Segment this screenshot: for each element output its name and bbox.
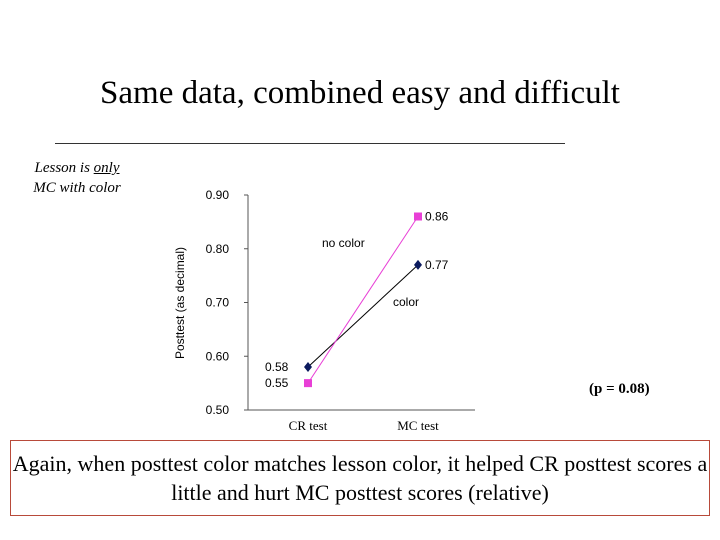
series-lines	[307, 216, 419, 384]
y-tick-label: 0.60	[206, 349, 230, 363]
data-labels: 0.58 0.77 no color 0.55 0.86 color	[265, 210, 449, 391]
line-chart: Posttest (as decimal) CR test MC test 0.50…	[173, 188, 475, 433]
y-ticks: 0.50 0.60 0.70 0.80 0.90	[206, 188, 248, 417]
data-value-label: 0.55	[265, 376, 289, 390]
data-point-square	[304, 379, 312, 388]
series-name-label: no color	[322, 236, 365, 250]
x-tick-label: CR test	[289, 418, 328, 433]
y-tick-label: 0.90	[206, 188, 230, 202]
data-point-diamond	[414, 259, 422, 270]
series-line-2	[307, 216, 419, 384]
x-tick-label: MC test	[397, 418, 439, 433]
caption-box: Again, when posttest color matches lesso…	[10, 440, 710, 516]
title-divider	[55, 143, 565, 144]
series-name-label: color	[393, 295, 419, 309]
y-tick-label: 0.50	[206, 403, 230, 417]
lesson-note-underlined: only	[93, 160, 120, 176]
series-line-1	[307, 264, 419, 368]
data-value-label: 0.77	[425, 258, 449, 272]
data-value-label: 0.58	[265, 360, 289, 374]
data-point-square	[414, 212, 422, 221]
lesson-note: Lesson is only MC with color	[18, 158, 136, 198]
chart-axes: Posttest (as decimal) CR test MC test	[173, 195, 475, 433]
data-value-label: 0.86	[425, 210, 449, 224]
lesson-note-prefix: Lesson is	[34, 160, 94, 176]
page-title: Same data, combined easy and difficult	[100, 75, 620, 111]
data-point-diamond	[304, 362, 312, 372]
y-axis-title: Posttest (as decimal)	[173, 247, 187, 359]
lesson-note-line2: MC with color	[33, 180, 121, 196]
y-tick-label: 0.80	[206, 242, 230, 256]
y-tick-label: 0.70	[206, 296, 230, 310]
series-markers	[304, 212, 422, 388]
p-value-note: (p = 0.08)	[589, 381, 650, 397]
